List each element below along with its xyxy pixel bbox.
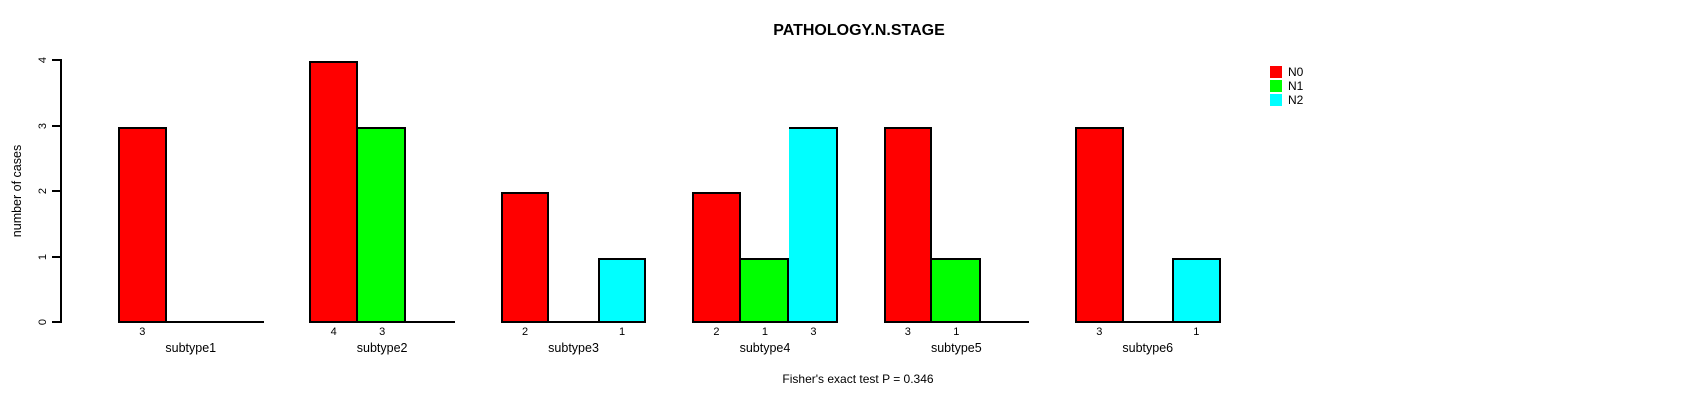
legend-item-n0: N0 xyxy=(1270,66,1303,78)
category-label: subtype3 xyxy=(548,340,599,355)
legend: N0 N1 N2 xyxy=(1270,66,1303,108)
category-label: subtype1 xyxy=(165,340,217,355)
bar-n0-subtype6 xyxy=(1075,126,1124,323)
y-axis-tick-label: 2 xyxy=(37,187,49,195)
y-axis-tick-label: 3 xyxy=(37,122,49,129)
category-label: subtype4 xyxy=(739,340,791,355)
y-axis-tick xyxy=(52,255,62,258)
bar-n2-subtype6 xyxy=(1172,257,1221,323)
legend-label: N2 xyxy=(1288,93,1304,107)
bar-n1-subtype4 xyxy=(740,257,790,323)
y-axis-tick xyxy=(52,59,62,61)
legend-label: N1 xyxy=(1288,79,1304,93)
bar-value-label: 1 xyxy=(1193,326,1200,338)
fisher-test-caption: Fisher's exact test P = 0.346 xyxy=(782,372,934,386)
bar-value-label: 3 xyxy=(139,326,146,338)
bar-n1-subtype5 xyxy=(932,257,981,323)
y-axis-tick-label: 1 xyxy=(37,253,49,260)
bar-n0-subtype1 xyxy=(118,126,167,323)
legend-label: N0 xyxy=(1288,65,1304,79)
bar-value-label: 2 xyxy=(713,326,720,338)
legend-swatch-n1 xyxy=(1270,80,1282,92)
bar-value-label: 3 xyxy=(379,326,386,338)
bar-n0-subtype2 xyxy=(309,61,358,323)
bar-value-label: 1 xyxy=(761,326,768,338)
bar-value-label: 3 xyxy=(810,326,817,338)
bar-n2-subtype4 xyxy=(789,126,838,323)
legend-swatch-n2 xyxy=(1270,94,1282,106)
bar-n0-subtype5 xyxy=(883,126,933,323)
bar-value-label: 4 xyxy=(330,326,337,338)
y-axis-tick-label: 4 xyxy=(37,56,49,64)
y-axis-tick-label: 0 xyxy=(37,318,49,326)
bar-value-label: 1 xyxy=(618,326,626,338)
chart-title: PATHOLOGY.N.STAGE xyxy=(773,22,945,39)
bar-n1-subtype2 xyxy=(357,126,407,323)
bar-n2-subtype3 xyxy=(597,257,647,323)
group-baseline xyxy=(500,321,647,323)
y-axis-tick xyxy=(52,124,62,127)
legend-swatch-n0 xyxy=(1270,66,1282,78)
group-baseline xyxy=(1075,321,1221,323)
y-axis-title: number of cases xyxy=(10,144,24,238)
y-axis-tick xyxy=(52,321,62,323)
bar-value-label: 1 xyxy=(953,326,960,338)
bar-n0-subtype3 xyxy=(500,192,550,323)
bar-value-label: 2 xyxy=(521,326,529,338)
bar-value-label: 3 xyxy=(1096,326,1103,338)
bar-n0-subtype4 xyxy=(692,192,741,323)
y-axis-tick xyxy=(52,190,62,192)
bar-value-label: 3 xyxy=(904,326,911,338)
category-label: subtype6 xyxy=(1122,340,1174,355)
legend-item-n2: N2 xyxy=(1270,94,1303,106)
legend-item-n1: N1 xyxy=(1270,80,1303,92)
category-label: subtype5 xyxy=(930,340,982,355)
category-label: subtype2 xyxy=(356,340,408,355)
group-baseline xyxy=(118,321,264,323)
